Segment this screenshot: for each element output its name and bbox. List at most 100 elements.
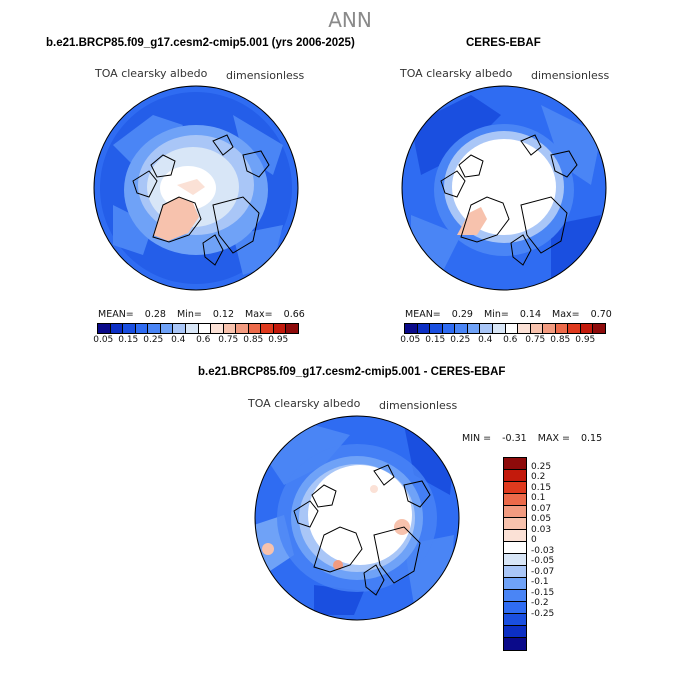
colorbar-swatch xyxy=(518,324,531,333)
mean-value: 0.28 xyxy=(144,309,166,320)
colorbar-swatch xyxy=(504,578,526,590)
colorbar-swatch xyxy=(568,324,581,333)
colorbar-swatch xyxy=(148,324,161,333)
mean-label: MEAN= xyxy=(405,309,441,320)
max-value: 0.70 xyxy=(590,309,612,320)
colorbar-tick-label: 0.25 xyxy=(143,335,164,345)
colorbar-swatch xyxy=(430,324,443,333)
colorbar-swatch xyxy=(504,470,526,482)
panel-3-colorbar-labels: 0.25 0.2 0.15 0.1 0.07 0.05 0.03 0 -0.03 -0.05 -0.… xyxy=(531,457,571,625)
panel-3-stats: MIN = -0.31 MAX = 0.15 xyxy=(462,433,610,444)
colorbar-swatch xyxy=(504,482,526,494)
colorbar-swatch xyxy=(223,324,237,333)
colorbar-tick-label: 0.1 xyxy=(531,493,546,503)
colorbar-tick-label: 0.4 xyxy=(171,335,186,345)
max-value: 0.66 xyxy=(283,309,305,320)
panel-2-variable: TOA clearsky albedo xyxy=(400,67,513,80)
colorbar-swatch xyxy=(504,518,526,530)
colorbar-tick-label: -0.05 xyxy=(531,556,555,566)
colorbar-swatch xyxy=(123,324,136,333)
colorbar-swatch xyxy=(405,324,418,333)
colorbar-tick-label: 0.15 xyxy=(425,335,446,345)
colorbar-swatch xyxy=(580,324,594,333)
min-label: Min= xyxy=(176,309,202,320)
colorbar-tick-label: 0.25 xyxy=(450,335,471,345)
panel-2-title: CERES-EBAF xyxy=(466,37,541,49)
colorbar-tick-label: 0.07 xyxy=(531,503,552,514)
colorbar-swatch xyxy=(417,324,431,333)
colorbar-swatch xyxy=(261,324,274,333)
colorbar-swatch xyxy=(593,324,605,333)
colorbar-swatch xyxy=(273,324,287,333)
colorbar-tick-label: 0.25 xyxy=(531,461,552,472)
colorbar-swatch xyxy=(248,324,262,333)
colorbar-swatch xyxy=(455,324,468,333)
panel-1-map xyxy=(93,85,299,291)
colorbar-swatch xyxy=(543,324,556,333)
colorbar-swatch xyxy=(236,324,249,333)
colorbar-swatch xyxy=(504,494,526,506)
colorbar-swatch xyxy=(135,324,149,333)
colorbar-tick-label: -0.15 xyxy=(531,587,555,598)
colorbar-swatch xyxy=(286,324,298,333)
colorbar-swatch xyxy=(504,614,526,626)
mean-label: MEAN= xyxy=(98,309,134,320)
min-value: 0.12 xyxy=(212,309,234,320)
colorbar-swatch xyxy=(504,626,526,638)
panel-1-colorbar xyxy=(97,323,299,334)
colorbar-tick-label: 0.03 xyxy=(531,524,552,535)
panel-1-units: dimensionless xyxy=(226,69,305,82)
colorbar-tick-label: -0.07 xyxy=(531,566,555,577)
panel-2-units: dimensionless xyxy=(531,69,610,82)
colorbar-swatch xyxy=(211,324,224,333)
panel-3-units: dimensionless xyxy=(379,399,458,412)
colorbar-tick-label: 0.6 xyxy=(503,335,518,345)
colorbar-tick-label: -0.25 xyxy=(531,608,555,619)
panel-3-colorbar xyxy=(503,457,527,651)
colorbar-swatch xyxy=(442,324,456,333)
max-label: Max= xyxy=(552,309,580,320)
colorbar-swatch xyxy=(110,324,124,333)
colorbar-tick-label: 0.95 xyxy=(268,335,289,345)
panel-3-map xyxy=(254,415,460,621)
colorbar-swatch xyxy=(504,590,526,602)
colorbar-tick-label: 0.75 xyxy=(218,335,239,345)
colorbar-tick-label: 0.6 xyxy=(196,335,211,345)
panel-3-title: b.e21.BRCP85.f09_g17.cesm2-cmip5.001 - C… xyxy=(198,366,506,378)
panel-1-variable: TOA clearsky albedo xyxy=(95,67,208,80)
panel-1-colorbar-labels: 0.05 0.15 0.25 0.4 0.6 0.75 0.85 0.95 xyxy=(93,335,297,347)
panel-3-variable: TOA clearsky albedo xyxy=(248,397,361,410)
colorbar-tick-label: -0.1 xyxy=(531,577,549,587)
colorbar-tick-label: 0.95 xyxy=(575,335,596,345)
panel-2-stats: MEAN= 0.29 Min= 0.14 Max= 0.70 xyxy=(405,309,620,320)
max-label: MAX = xyxy=(537,433,570,444)
colorbar-swatch xyxy=(160,324,174,333)
colorbar-tick-label: 0.05 xyxy=(400,335,421,345)
min-value: -0.31 xyxy=(502,433,527,444)
min-value: 0.14 xyxy=(519,309,541,320)
colorbar-tick-label: 0.05 xyxy=(93,335,114,345)
max-label: Max= xyxy=(245,309,273,320)
colorbar-swatch xyxy=(530,324,544,333)
colorbar-tick-label: 0.15 xyxy=(531,482,552,493)
colorbar-tick-label: 0.05 xyxy=(531,514,552,524)
colorbar-tick-label: 0.15 xyxy=(118,335,139,345)
panel-1-stats: MEAN= 0.28 Min= 0.12 Max= 0.66 xyxy=(98,309,313,320)
colorbar-swatch xyxy=(504,458,526,470)
min-label: Min= xyxy=(483,309,509,320)
colorbar-tick-label: -0.03 xyxy=(531,545,555,556)
colorbar-tick-label: 0.85 xyxy=(243,335,264,345)
colorbar-swatch xyxy=(504,506,526,518)
colorbar-swatch xyxy=(492,324,506,333)
colorbar-tick-label: 0.2 xyxy=(531,472,546,482)
colorbar-swatch xyxy=(198,324,212,333)
max-value: 0.15 xyxy=(580,433,603,444)
colorbar-swatch xyxy=(504,566,526,578)
panel-2-map xyxy=(401,85,607,291)
colorbar-tick-label: 0.85 xyxy=(550,335,571,345)
colorbar-swatch xyxy=(504,542,526,554)
colorbar-swatch xyxy=(480,324,493,333)
colorbar-swatch xyxy=(185,324,199,333)
colorbar-swatch xyxy=(504,638,526,650)
panel-1-title: b.e21.BRCP85.f09_g17.cesm2-cmip5.001 (yr… xyxy=(46,37,355,49)
